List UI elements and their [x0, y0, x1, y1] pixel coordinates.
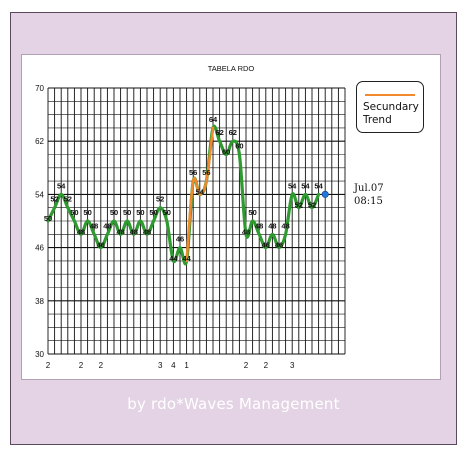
data-label: 48 — [103, 221, 111, 230]
chart-title: TABELA RDO — [208, 64, 255, 73]
y-axis-ticks: 30 38 46 54 62 70 — [35, 84, 44, 359]
data-label: 50 — [163, 208, 171, 217]
legend-swatch-secondary-trend — [365, 94, 415, 96]
data-label: 46 — [275, 241, 283, 250]
legend: Secundary Trend — [356, 81, 424, 133]
data-label: 62 — [229, 128, 237, 137]
y-tick-label: 54 — [35, 190, 44, 199]
data-label: 48 — [255, 221, 263, 230]
data-label: 44 — [169, 254, 178, 263]
series-line-secondary-trend — [185, 126, 215, 263]
footer-credit: by rdo*Waves Management — [127, 395, 340, 413]
data-label: 52 — [295, 201, 303, 210]
legend-label-line1: Secundary — [363, 101, 419, 113]
series-line-main — [46, 124, 321, 266]
data-label: 60 — [222, 148, 230, 157]
x-tick-label: 2 — [46, 361, 51, 370]
y-tick-label: 38 — [35, 297, 44, 306]
data-label: 46 — [176, 235, 184, 244]
annotation-date: Jul.07 — [354, 183, 384, 194]
x-tick-label: 2 — [79, 361, 84, 370]
x-tick-label: 3 — [290, 361, 295, 370]
data-label: 50 — [136, 208, 144, 217]
data-label: 54 — [196, 187, 205, 196]
data-label: 60 — [235, 142, 243, 151]
data-label: 48 — [281, 221, 289, 230]
y-tick-label: 70 — [35, 84, 44, 93]
data-label: 44 — [182, 254, 191, 263]
data-label: 46 — [262, 241, 270, 250]
data-label: 52 — [64, 195, 72, 204]
data-label: 52 — [156, 195, 164, 204]
data-label: 50 — [123, 208, 131, 217]
data-label: 48 — [116, 227, 124, 236]
data-label: 50 — [83, 208, 91, 217]
data-label: 52 — [50, 195, 58, 204]
data-label: 50 — [110, 208, 118, 217]
x-tick-label: 2 — [244, 361, 249, 370]
y-tick-label: 46 — [35, 244, 44, 253]
x-tick-label: 1 — [184, 361, 189, 370]
x-tick-label: 2 — [264, 361, 269, 370]
data-label: 54 — [57, 181, 66, 190]
annotation-time: 08:15 — [354, 196, 383, 207]
data-label: 46 — [97, 241, 105, 250]
y-tick-label: 30 — [35, 350, 44, 359]
data-label: 50 — [149, 208, 157, 217]
legend-label-secondary-trend: Secundary Trend — [363, 101, 425, 127]
highlight-point — [321, 190, 329, 198]
data-label: 56 — [189, 168, 197, 177]
data-label: 48 — [242, 227, 250, 236]
data-label: 48 — [268, 221, 276, 230]
data-label: 54 — [314, 181, 323, 190]
data-label: 50 — [44, 214, 52, 223]
x-tick-label: 2 — [99, 361, 104, 370]
data-label: 48 — [90, 221, 98, 230]
series-layer — [46, 124, 329, 266]
data-label: 56 — [202, 168, 210, 177]
x-tick-label: 4 — [171, 361, 176, 370]
point-label-layer: 50 52 54 52 50 48 50 48 46 48 50 48 50 48 50 48 50 52 50 44… — [44, 115, 324, 263]
data-label: 48 — [130, 227, 138, 236]
data-label: 50 — [248, 208, 256, 217]
data-label: 54 — [301, 181, 310, 190]
data-label: 52 — [308, 201, 316, 210]
time-annotation: Jul.07 08:15 — [354, 182, 384, 208]
data-label: 62 — [215, 128, 223, 137]
data-label: 64 — [209, 115, 218, 124]
data-label: 54 — [288, 181, 297, 190]
data-label: 48 — [143, 227, 151, 236]
data-label: 48 — [77, 227, 85, 236]
y-tick-label: 62 — [35, 137, 44, 146]
legend-label-line2: Trend — [363, 114, 392, 126]
data-label: 50 — [70, 208, 78, 217]
x-tick-label: 3 — [158, 361, 163, 370]
